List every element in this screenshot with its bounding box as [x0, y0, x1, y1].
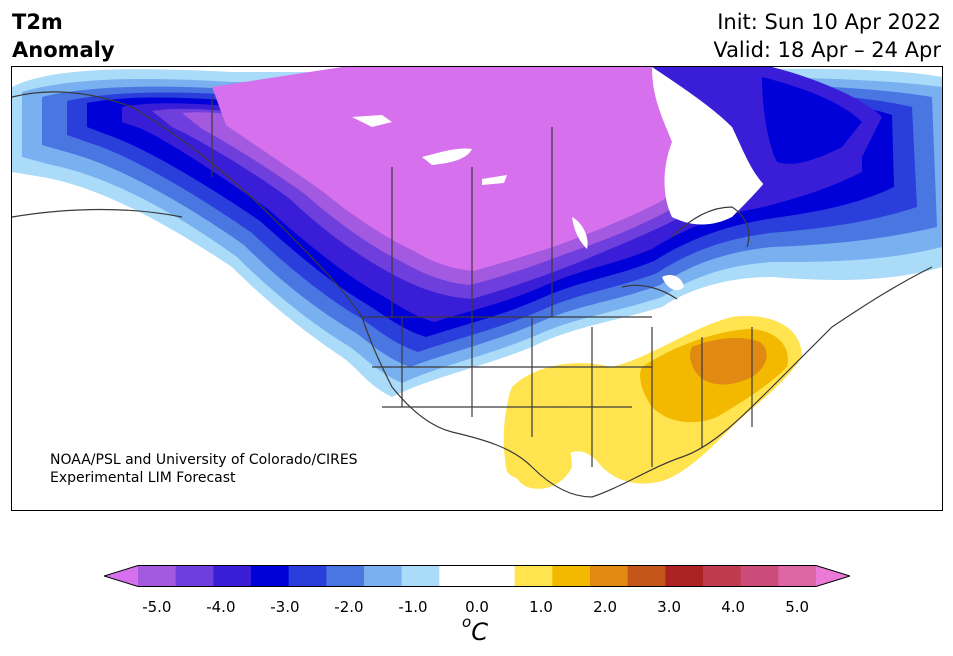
colorbar-tick-label: 2.0 [593, 598, 617, 616]
title-line-1: T2m [12, 10, 63, 34]
colorbar-tick-label: 3.0 [657, 598, 682, 616]
colorbar [104, 565, 850, 587]
title-left: T2m Anomaly [12, 8, 115, 64]
colorbar-segment [364, 565, 403, 587]
colorbar-tick-label: 0.0 [465, 598, 489, 616]
colorbar-tick-label: 4.0 [721, 598, 746, 616]
colorbar-segment [703, 565, 742, 587]
colorbar-segment [740, 565, 779, 587]
colorbar-segment [665, 565, 704, 587]
colorbar-segment [514, 565, 553, 587]
colorbar-tick-label: -2.0 [334, 598, 364, 616]
title-right: Init: Sun 10 Apr 2022 Valid: 18 Apr – 24… [713, 8, 941, 64]
colorbar-extend-high [816, 565, 850, 587]
colorbar-outline [104, 565, 850, 587]
colorbar-tick-label: 1.0 [529, 598, 553, 616]
lakes [352, 115, 684, 291]
warm-band-3 [690, 337, 767, 385]
boundaries [12, 91, 933, 498]
hudson-bay [652, 67, 782, 225]
colorbar-segment [175, 565, 214, 587]
greenland-core [762, 77, 862, 164]
colorbar-extend-low [104, 565, 138, 587]
colorbar-ticks: -5.0 -4.0 -3.0 -2.0 -1.0 0.0 1.0 2.0 3.0 4.0 5.0 [0, 598, 953, 618]
colorbar-segment [213, 565, 252, 587]
colorbar-segment [627, 565, 666, 587]
unit-label: oC [462, 613, 488, 646]
colorbar-tick-label: -1.0 [398, 598, 428, 616]
colorbar-tick-label: -4.0 [206, 598, 236, 616]
warm-southwest [506, 382, 572, 489]
colorbar-tick-label: -5.0 [142, 598, 172, 616]
colorbar-segment [590, 565, 629, 587]
map-panel: NOAA/PSL and University of Colorado/CIRE… [11, 66, 943, 511]
init-label: Init: Sun 10 Apr 2022 [717, 10, 941, 34]
credit-line-1: NOAA/PSL and University of Colorado/CIRE… [50, 452, 358, 468]
colorbar-segment [439, 565, 478, 587]
title-line-2: Anomaly [12, 38, 115, 62]
colorbar-tick-label: -3.0 [270, 598, 300, 616]
valid-label: Valid: 18 Apr – 24 Apr [713, 38, 941, 62]
colorbar-segment [778, 565, 817, 587]
colorbar-segment [401, 565, 440, 587]
colorbar-tick-label: 5.0 [785, 598, 810, 616]
colorbar-segment [477, 565, 516, 587]
colorbar-segment [326, 565, 365, 587]
credit-text: NOAA/PSL and University of Colorado/CIRE… [50, 451, 358, 487]
colorbar-segment [251, 565, 290, 587]
colorbar-segment [552, 565, 591, 587]
colorbar-segment [138, 565, 177, 587]
unit-base: C [471, 618, 488, 646]
unit-superscript: o [462, 613, 472, 631]
cold-band-9 [212, 67, 713, 271]
colorbar-segment [288, 565, 327, 587]
credit-line-2: Experimental LIM Forecast [50, 470, 236, 486]
anomaly-map [12, 67, 942, 498]
